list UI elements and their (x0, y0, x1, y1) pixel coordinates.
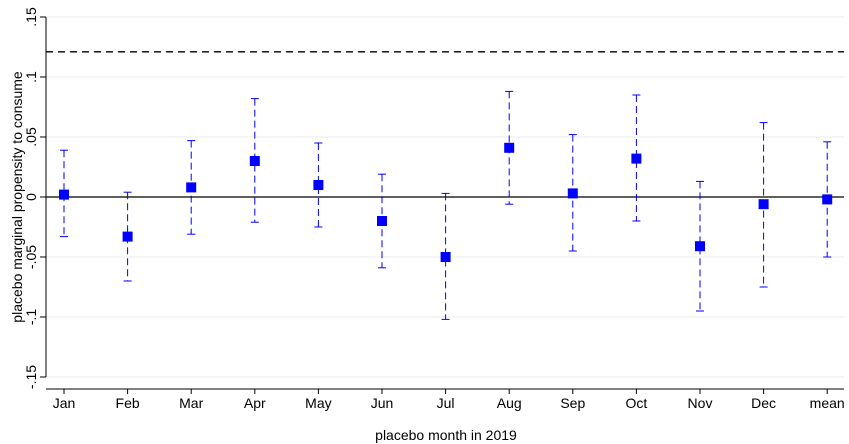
y-axis-title: placebo marginal propensity to consume (9, 71, 25, 323)
point-marker (695, 241, 705, 252)
point-marker (59, 189, 69, 200)
x-tick-label: Feb (116, 395, 140, 411)
point-marker (567, 188, 578, 199)
point-estimates (59, 142, 833, 262)
y-tick-label: .15 (23, 7, 39, 27)
point-marker (122, 231, 133, 242)
y-tick-label: .05 (23, 127, 39, 147)
point-marker (313, 180, 324, 190)
point-marker (440, 252, 451, 262)
point-marker (504, 142, 515, 153)
point-marker (377, 216, 387, 226)
point-marker (186, 182, 197, 193)
y-tick-label: -.1 (23, 309, 39, 326)
x-tick-label: Mar (179, 395, 203, 411)
x-tick-label: Sep (560, 395, 585, 411)
x-tick-label: mean (810, 395, 845, 411)
x-tick-label: Oct (626, 395, 648, 411)
x-tick-label: May (305, 395, 331, 411)
x-tick-label: Aug (497, 395, 522, 411)
confidence-intervals (60, 90, 832, 320)
y-tick-label: .1 (23, 71, 39, 83)
x-axis-title: placebo month in 2019 (375, 427, 517, 443)
x-tick-label: Jun (371, 395, 394, 411)
y-tick-label: 0 (23, 193, 39, 201)
y-tick-label: -.15 (23, 365, 39, 389)
axes: -.15 -.1 -.05 0 .05 .1 .15 Jan Feb Mar Apr May Jun Ju… (23, 7, 845, 411)
point-marker (249, 156, 260, 166)
x-tick-label: Jul (437, 395, 455, 411)
x-tick-label: Jan (53, 395, 76, 411)
reference-lines (46, 51, 844, 198)
x-tick-label: Apr (244, 395, 266, 411)
x-tick-label: Nov (688, 395, 713, 411)
x-tick-label: Dec (751, 395, 776, 411)
point-marker (631, 153, 642, 164)
point-marker (822, 194, 833, 205)
point-marker (758, 199, 769, 210)
y-tick-label: -.05 (23, 245, 39, 269)
